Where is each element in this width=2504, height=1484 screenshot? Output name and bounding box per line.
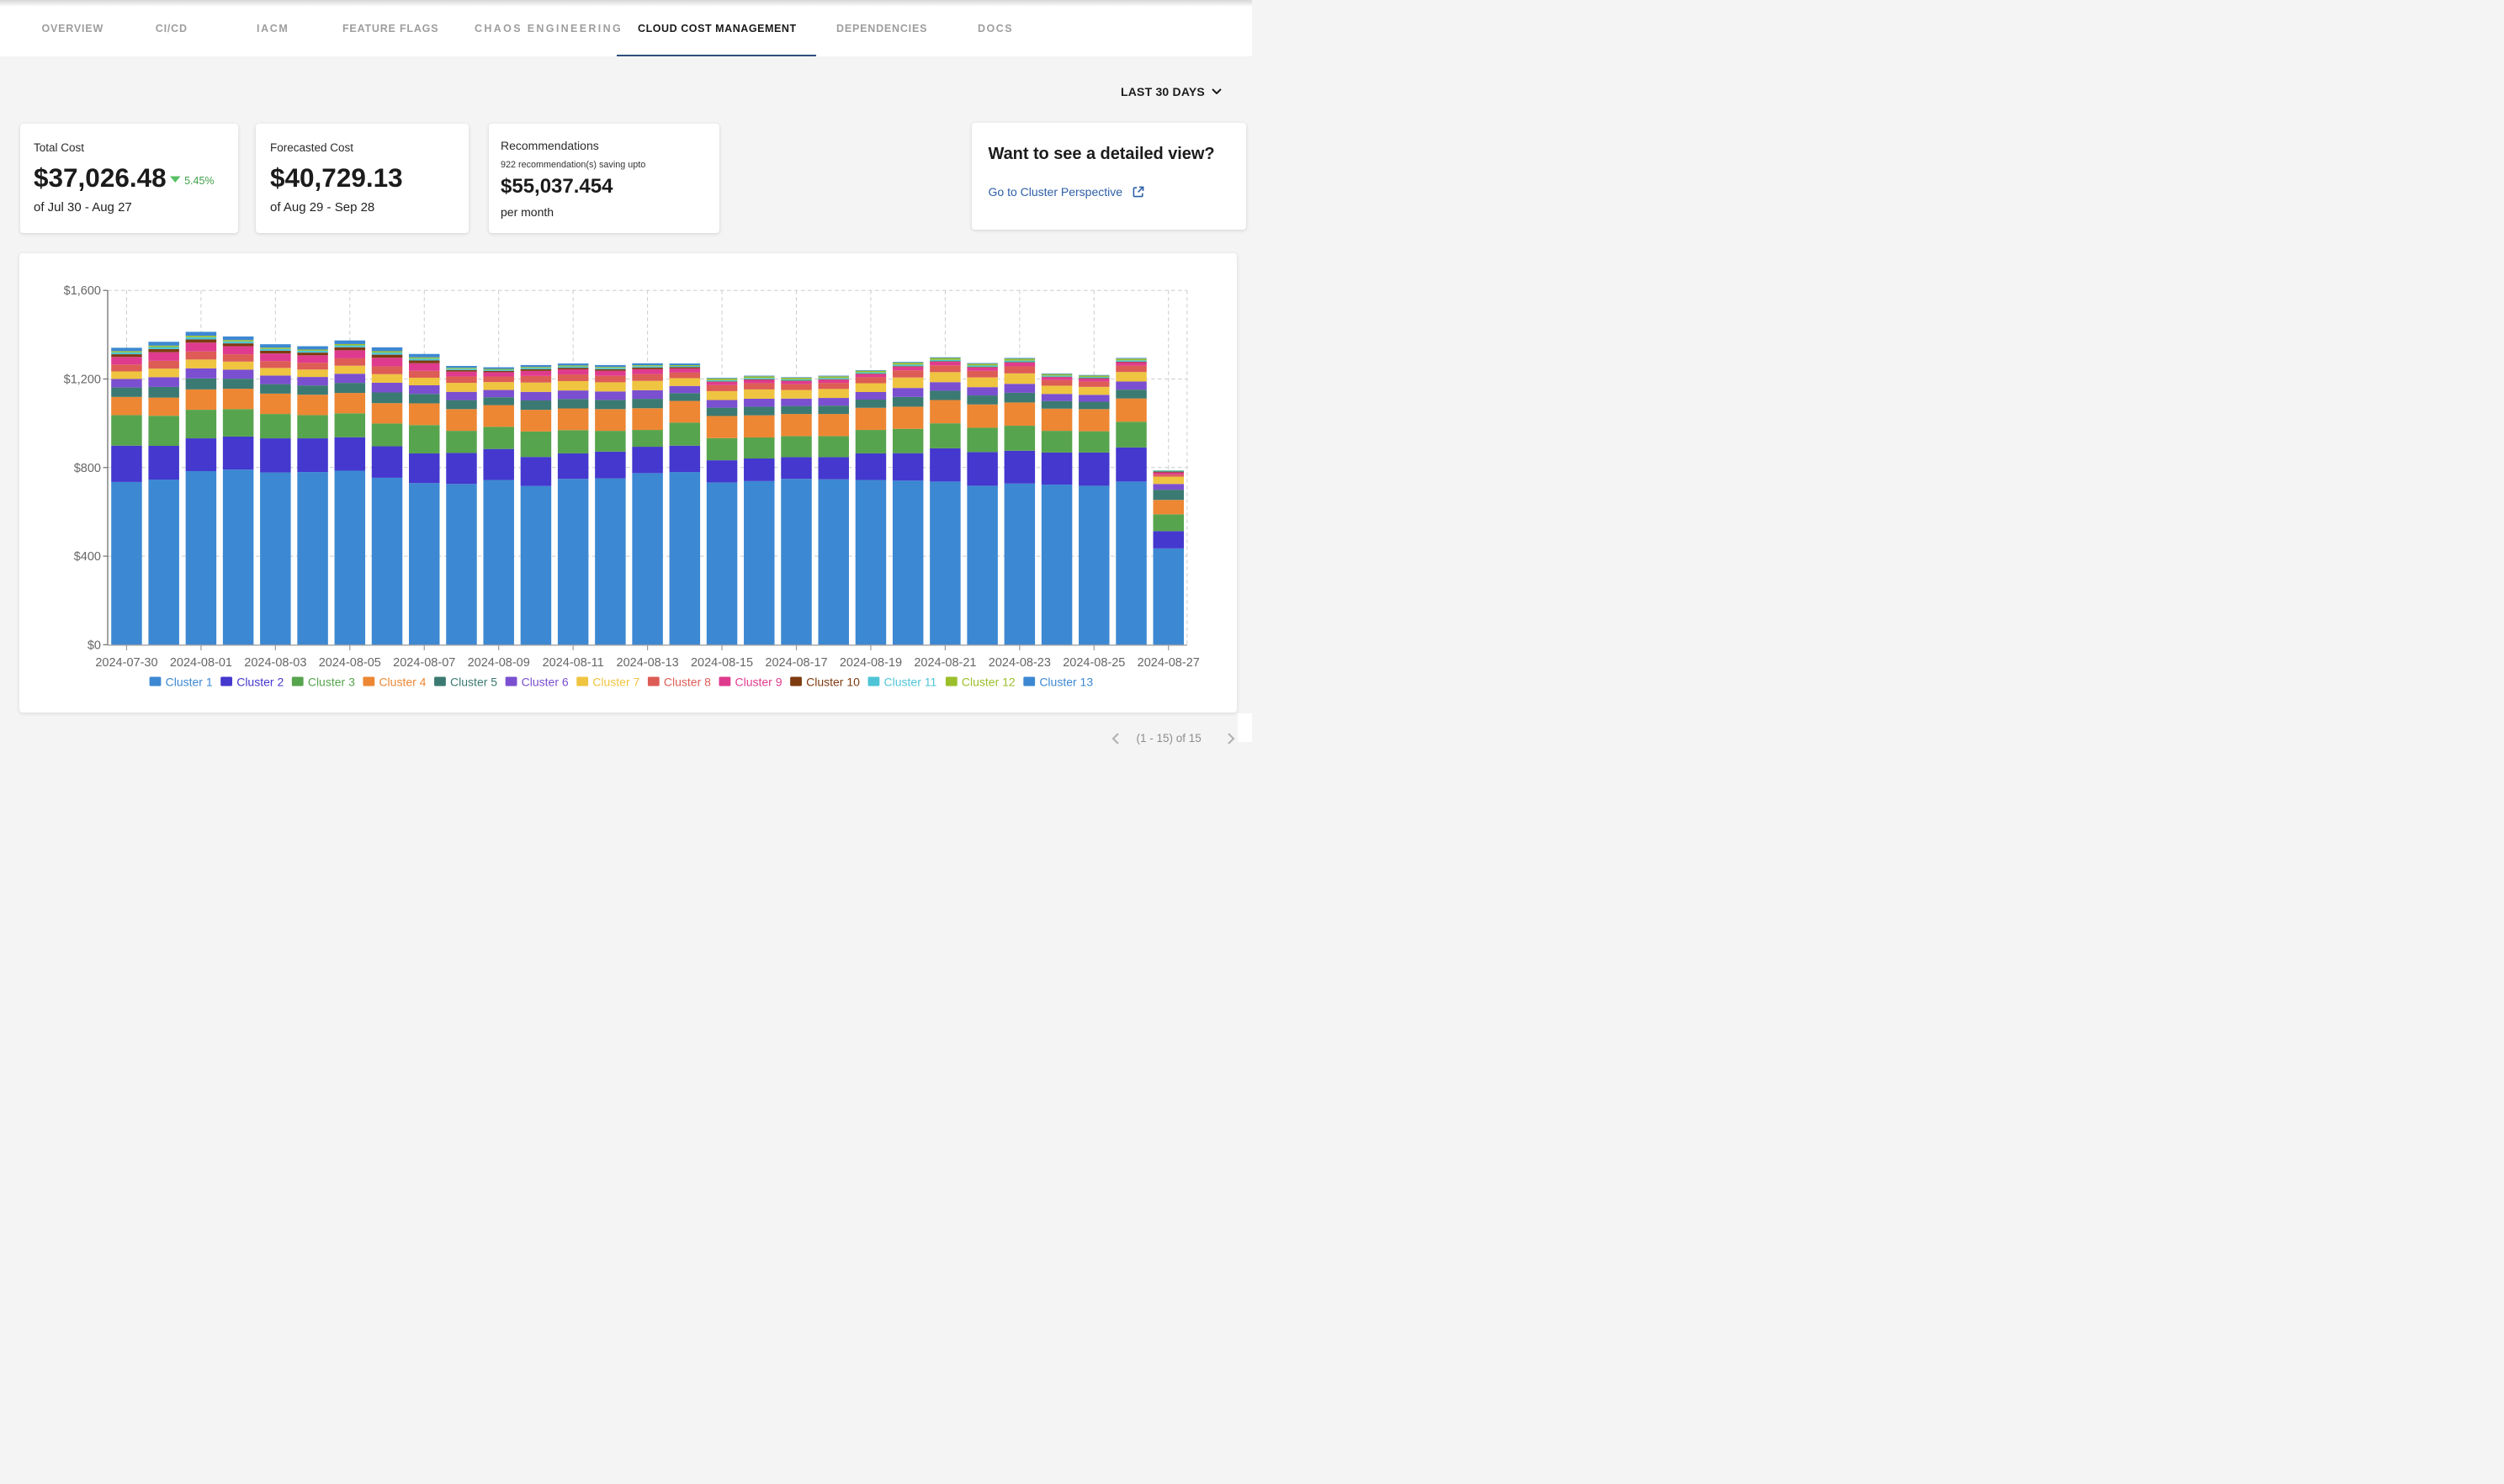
svg-text:Cluster 7: Cluster 7	[592, 676, 639, 689]
svg-text:Cluster 3: Cluster 3	[308, 676, 355, 689]
svg-text:2024-08-17: 2024-08-17	[765, 656, 827, 670]
svg-text:2024-08-21: 2024-08-21	[914, 656, 976, 670]
svg-text:2024-08-25: 2024-08-25	[1063, 656, 1125, 670]
svg-text:2024-08-23: 2024-08-23	[989, 656, 1051, 670]
svg-text:Cluster 4: Cluster 4	[379, 676, 426, 689]
svg-text:2024-08-15: 2024-08-15	[691, 656, 753, 670]
svg-text:Cluster 1: Cluster 1	[166, 676, 213, 689]
svg-text:2024-08-05: 2024-08-05	[319, 656, 381, 670]
svg-text:Cluster 2: Cluster 2	[236, 676, 284, 689]
svg-text:2024-08-01: 2024-08-01	[170, 656, 232, 670]
svg-text:2024-08-11: 2024-08-11	[543, 656, 604, 670]
svg-text:2024-07-30: 2024-07-30	[95, 656, 157, 670]
svg-text:$400: $400	[74, 550, 101, 564]
svg-text:2024-08-19: 2024-08-19	[840, 656, 902, 670]
svg-text:2024-08-07: 2024-08-07	[393, 656, 455, 670]
svg-text:Cluster 8: Cluster 8	[664, 676, 711, 689]
svg-text:2024-08-09: 2024-08-09	[468, 656, 530, 670]
svg-text:2024-08-03: 2024-08-03	[244, 656, 306, 670]
svg-text:$800: $800	[74, 462, 101, 475]
svg-text:$1,200: $1,200	[64, 374, 101, 387]
svg-text:2024-08-13: 2024-08-13	[617, 656, 679, 670]
svg-text:Cluster 5: Cluster 5	[450, 676, 497, 689]
svg-text:Cluster 9: Cluster 9	[735, 676, 782, 689]
svg-text:Cluster 12: Cluster 12	[962, 676, 1016, 689]
svg-text:Cluster 13: Cluster 13	[1039, 676, 1093, 689]
svg-text:Cluster 6: Cluster 6	[522, 676, 569, 689]
svg-text:$0: $0	[88, 639, 101, 652]
svg-text:Cluster 11: Cluster 11	[884, 676, 937, 689]
svg-text:2024-08-27: 2024-08-27	[1138, 656, 1200, 670]
svg-text:Cluster 10: Cluster 10	[806, 676, 860, 689]
svg-text:$1,600: $1,600	[64, 284, 101, 298]
